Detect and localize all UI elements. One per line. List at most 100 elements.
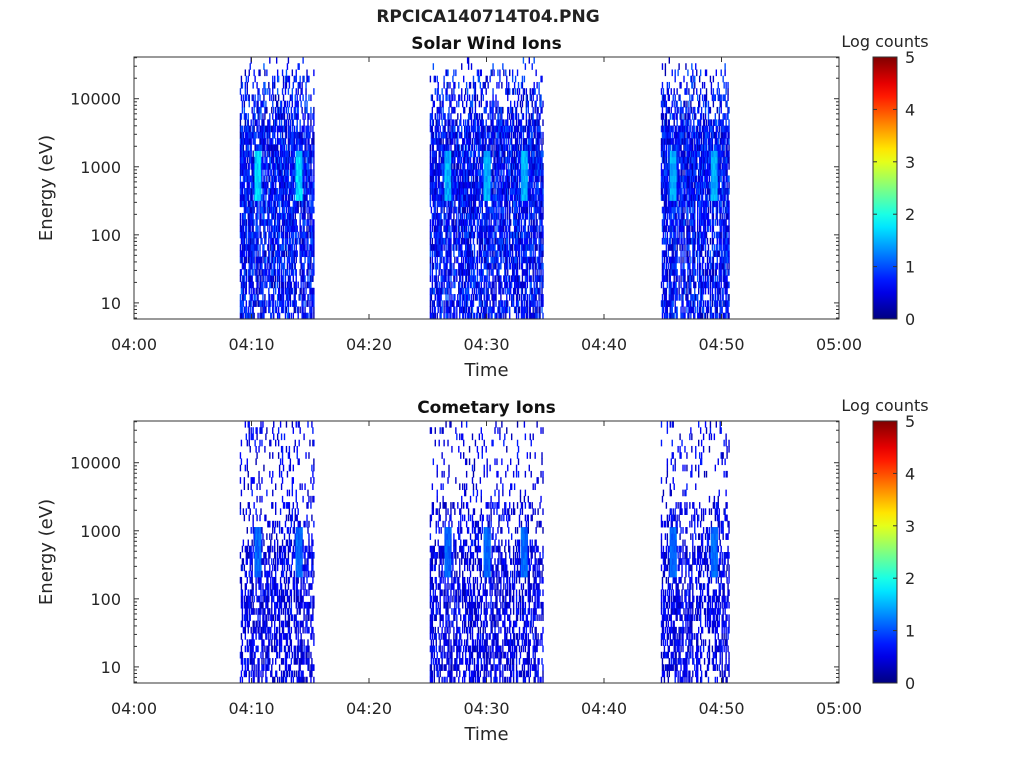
data-cell bbox=[449, 300, 451, 307]
data-cell bbox=[302, 113, 304, 120]
data-cell bbox=[474, 131, 477, 139]
data-cell bbox=[517, 219, 520, 226]
data-cell bbox=[492, 306, 494, 314]
data-cell bbox=[454, 138, 456, 145]
data-cell bbox=[304, 300, 306, 307]
data-cell bbox=[517, 244, 520, 251]
data-cell bbox=[267, 200, 269, 208]
data-cell bbox=[468, 256, 471, 264]
data-cell bbox=[269, 188, 271, 195]
data-cell bbox=[529, 275, 531, 282]
data-cell bbox=[274, 81, 276, 89]
data-cell bbox=[520, 250, 523, 258]
data-cell bbox=[436, 244, 438, 251]
data-cell bbox=[437, 294, 439, 301]
data-cell bbox=[487, 150, 489, 158]
data-cell bbox=[292, 219, 295, 226]
data-cell bbox=[436, 125, 438, 133]
data-cell bbox=[466, 312, 469, 320]
data-cell bbox=[508, 106, 510, 114]
data-cell bbox=[512, 219, 515, 226]
data-cell bbox=[258, 150, 260, 158]
data-cell bbox=[278, 188, 281, 195]
data-cell bbox=[283, 262, 286, 270]
data-cell bbox=[462, 275, 464, 282]
data-cell bbox=[500, 200, 502, 208]
data-cell bbox=[515, 125, 518, 133]
data-cell bbox=[534, 300, 536, 307]
data-cell bbox=[260, 194, 262, 201]
data-cell bbox=[527, 144, 529, 151]
data-cell bbox=[312, 219, 314, 226]
data-cell bbox=[511, 125, 514, 133]
data-cell bbox=[256, 150, 258, 158]
data-cell bbox=[261, 194, 263, 201]
data-cell bbox=[532, 169, 534, 176]
data-cell bbox=[452, 106, 454, 114]
data-cell bbox=[257, 262, 259, 270]
data-cell bbox=[433, 306, 435, 314]
data-cell bbox=[490, 256, 492, 264]
data-cell bbox=[505, 188, 507, 195]
data-cell bbox=[515, 250, 518, 258]
data-cell bbox=[537, 131, 539, 139]
data-cell bbox=[532, 125, 534, 133]
data-cell bbox=[538, 287, 540, 295]
data-cell bbox=[495, 144, 497, 151]
data-cell bbox=[523, 175, 526, 183]
data-cell bbox=[480, 269, 482, 276]
data-cell bbox=[276, 256, 279, 264]
data-cell bbox=[462, 206, 464, 214]
data-cell bbox=[240, 131, 243, 139]
data-cell bbox=[444, 150, 446, 158]
data-cell bbox=[264, 88, 266, 95]
data-cell bbox=[309, 188, 311, 195]
data-cell bbox=[281, 169, 284, 176]
data-cell bbox=[285, 188, 288, 195]
data-cell bbox=[494, 181, 496, 189]
data-cell bbox=[531, 113, 533, 120]
data-cell bbox=[274, 169, 276, 176]
data-cell bbox=[454, 144, 456, 151]
data-cell bbox=[480, 125, 482, 133]
data-cell bbox=[264, 219, 266, 226]
data-cell bbox=[479, 294, 482, 301]
data-cell bbox=[293, 169, 295, 176]
data-cell bbox=[487, 175, 489, 183]
data-cell bbox=[249, 150, 251, 158]
data-cell bbox=[289, 225, 292, 233]
data-cell bbox=[437, 81, 439, 89]
data-cell bbox=[467, 225, 470, 233]
data-cell bbox=[293, 106, 295, 114]
data-cell bbox=[511, 113, 514, 120]
data-cell bbox=[469, 275, 472, 282]
data-cell bbox=[512, 269, 515, 276]
data-cell bbox=[433, 100, 435, 108]
data-cell bbox=[283, 100, 286, 108]
data-cell bbox=[489, 169, 491, 176]
data-cell bbox=[534, 225, 536, 233]
data-cell bbox=[268, 294, 270, 301]
data-cell bbox=[283, 169, 286, 176]
data-cell bbox=[528, 156, 530, 164]
data-cell bbox=[254, 150, 256, 158]
data-cell bbox=[532, 294, 534, 301]
data-cell bbox=[532, 262, 534, 270]
data-cell bbox=[283, 138, 286, 145]
data-cell bbox=[524, 294, 527, 301]
data-cell bbox=[461, 250, 463, 258]
data-cell bbox=[241, 194, 244, 201]
data-cell bbox=[429, 156, 432, 164]
data-cell bbox=[285, 69, 288, 77]
data-cell bbox=[540, 156, 542, 164]
data-cell bbox=[471, 163, 474, 170]
data-cell bbox=[498, 125, 500, 133]
data-cell bbox=[522, 269, 525, 276]
data-cell bbox=[501, 250, 503, 258]
data-cell bbox=[255, 156, 257, 164]
data-cell bbox=[307, 113, 309, 120]
data-cell bbox=[469, 81, 472, 89]
data-cell bbox=[244, 231, 247, 239]
data-cell bbox=[458, 244, 460, 251]
data-cell bbox=[280, 281, 283, 289]
